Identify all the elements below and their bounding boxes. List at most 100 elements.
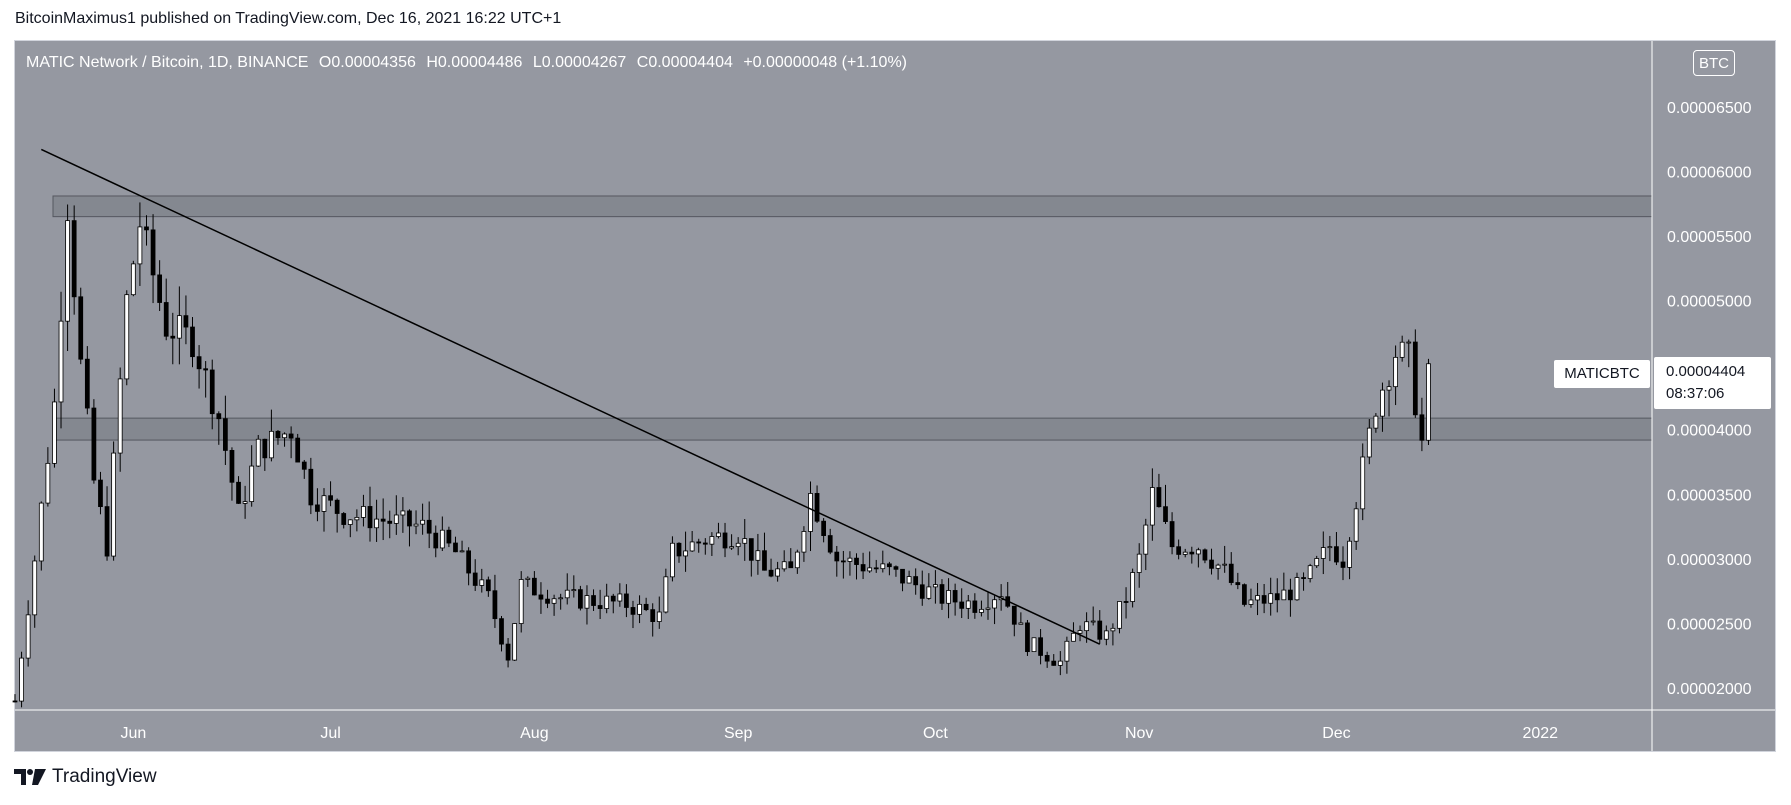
candle-down <box>295 437 301 463</box>
chart-frame <box>14 40 1776 752</box>
candle-up <box>604 595 610 609</box>
candle-up <box>282 433 287 439</box>
price-tick-label: 0.00006000 <box>1667 164 1752 181</box>
candle-up <box>459 550 465 553</box>
candle-up <box>755 550 761 561</box>
candle-down <box>196 356 202 370</box>
candle-up <box>1071 632 1076 642</box>
candle-up <box>65 220 70 322</box>
candle-down <box>1011 605 1017 625</box>
candle-up <box>716 532 721 537</box>
candle-down <box>183 315 189 328</box>
candle-down <box>952 590 958 603</box>
candle-down <box>827 535 833 553</box>
candle-down <box>170 335 176 339</box>
candle-up <box>965 600 971 609</box>
candle-down <box>696 541 702 544</box>
candle-down <box>505 643 511 661</box>
candle-down <box>387 520 393 524</box>
candle-up <box>729 546 734 549</box>
candle-up <box>683 550 688 557</box>
candle-down <box>597 605 603 609</box>
high-label: H <box>426 54 438 71</box>
price-tick-label: 0.00004000 <box>1667 423 1752 440</box>
low-value: 0.00004267 <box>541 54 627 71</box>
candle-down <box>472 572 478 586</box>
last-price-value: 0.00004404 <box>1666 363 1746 380</box>
candle-down <box>288 433 294 439</box>
candle-down <box>492 590 498 620</box>
candle-up <box>571 589 577 592</box>
candle-up <box>735 542 741 548</box>
time-tick-label: Sep <box>724 725 753 742</box>
candle-up <box>518 579 524 624</box>
candle-up <box>361 506 366 518</box>
candle-up <box>926 586 932 599</box>
high-value: 0.00004486 <box>437 54 523 71</box>
candle-down <box>380 518 386 522</box>
price-tick-label: 0.00002000 <box>1667 681 1752 698</box>
candle-up <box>781 561 787 570</box>
candle-up <box>558 597 564 600</box>
candle-up <box>1406 341 1412 344</box>
candle-up <box>801 531 807 553</box>
symbol-title: MATIC Network / Bitcoin, 1D, BINANCE <box>26 54 309 71</box>
candle-up <box>1294 577 1300 601</box>
time-tick-label: Aug <box>520 725 548 742</box>
candle-down <box>229 450 235 483</box>
candle-up <box>354 517 360 521</box>
time-tick-label: 2022 <box>1522 725 1558 742</box>
candle-up <box>242 501 248 504</box>
candle-up <box>880 563 886 570</box>
candle-down <box>1235 582 1241 586</box>
candle-up <box>321 495 327 512</box>
candle-up <box>1103 630 1109 640</box>
candle-up <box>1255 595 1260 601</box>
candle-down <box>275 430 281 439</box>
candle-down <box>12 700 18 703</box>
candle-up <box>249 465 255 502</box>
candle-up <box>439 529 445 549</box>
candle-up <box>1366 427 1372 458</box>
candle-down <box>163 302 169 337</box>
candle-down <box>1176 546 1182 555</box>
candle-up <box>1248 599 1254 605</box>
candle-up <box>1149 487 1155 526</box>
candle-down <box>216 413 222 420</box>
candle-down <box>913 576 919 586</box>
price-tick-label: 0.00003500 <box>1667 487 1752 504</box>
candle-up <box>670 542 675 578</box>
candle-down <box>722 532 728 549</box>
candle-down <box>104 506 110 557</box>
candle-down <box>466 550 471 574</box>
candle-up <box>1130 572 1136 602</box>
candle-down <box>959 601 965 609</box>
candle-up <box>393 514 399 524</box>
descending-trendline[interactable] <box>40 148 1101 645</box>
candle-down <box>538 594 544 600</box>
candle-up <box>176 315 182 339</box>
candle-up <box>137 226 143 265</box>
candle-up <box>1386 386 1392 391</box>
currency-badge[interactable]: BTC <box>1693 50 1735 76</box>
candle-down <box>972 600 978 613</box>
candle-up <box>584 595 590 609</box>
candle-up <box>117 378 123 454</box>
candle-up <box>1353 508 1359 542</box>
time-axis[interactable]: Jun Jul Aug Sep Oct Nov Dec 2022 <box>120 725 1558 742</box>
candle-up <box>19 657 24 702</box>
candle-down <box>157 274 163 303</box>
candle-down <box>426 519 432 534</box>
candle-down <box>748 538 754 561</box>
candle-down <box>624 593 629 608</box>
candle-up <box>808 493 813 532</box>
candle-down <box>236 481 241 504</box>
candle-up <box>985 607 991 610</box>
candle-up <box>946 590 951 604</box>
open-label: O <box>318 54 332 71</box>
horizontal-zone <box>52 195 1653 218</box>
candle-down <box>1038 637 1043 656</box>
candle-up <box>775 568 780 577</box>
time-tick-label: Dec <box>1322 725 1350 742</box>
